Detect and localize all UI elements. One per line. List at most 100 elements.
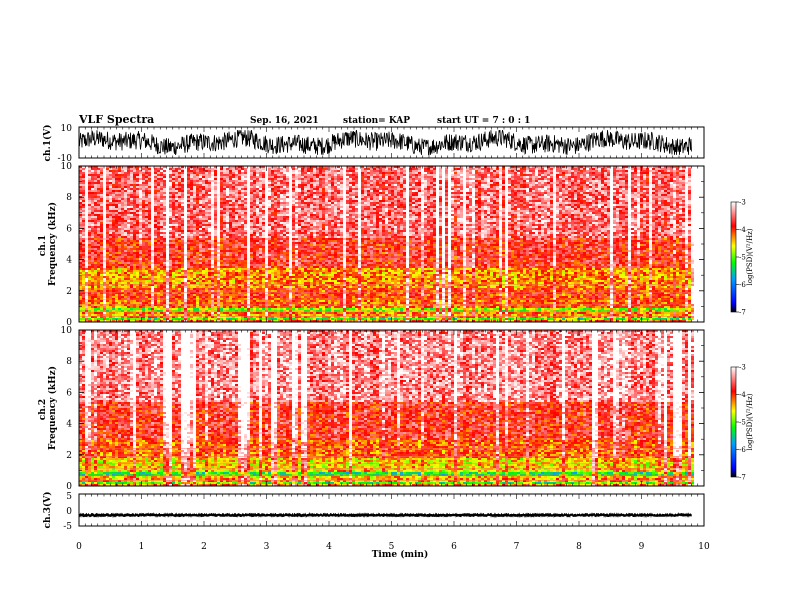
spectrogram-cell xyxy=(115,218,118,220)
spectrogram-cell xyxy=(160,230,163,232)
spectrogram-cell xyxy=(193,268,196,270)
spectrogram-cell xyxy=(193,202,196,204)
spectrogram-cell xyxy=(250,168,253,170)
spectrogram-cell xyxy=(202,238,205,240)
spectrogram-cell xyxy=(97,236,100,238)
spectrogram-cell xyxy=(247,216,250,218)
spectrogram-cell xyxy=(181,216,184,218)
spectrogram-cell xyxy=(190,264,193,266)
spectrogram-cell xyxy=(85,292,88,294)
spectrogram-cell xyxy=(94,200,97,202)
spectrogram-cell xyxy=(268,274,271,276)
spectrogram-cell xyxy=(112,248,115,250)
spectrogram-cell xyxy=(136,176,139,178)
spectrogram-cell xyxy=(157,250,160,252)
spectrogram-cell xyxy=(202,218,205,220)
spectrogram-cell xyxy=(148,200,151,202)
spectrogram-cell xyxy=(202,194,205,196)
spectrogram-cell xyxy=(118,220,121,222)
spectrogram-cell xyxy=(136,288,139,290)
spectrogram-cell xyxy=(244,222,247,224)
spectrogram-cell xyxy=(175,188,178,190)
spectrogram-cell xyxy=(217,176,220,178)
spectrogram-cell xyxy=(136,236,139,238)
spectrogram-cell xyxy=(202,208,205,210)
spectrogram-cell xyxy=(241,178,244,180)
spectrogram-cell xyxy=(196,300,199,302)
spectrogram-cell xyxy=(157,222,160,224)
spectrogram-cell xyxy=(262,188,265,190)
spectrogram-cell xyxy=(151,196,154,198)
spectrogram-cell xyxy=(259,202,262,204)
spectrogram-cell xyxy=(202,260,205,262)
spectrogram-cell xyxy=(112,252,115,254)
spectrogram-cell xyxy=(259,232,262,234)
spectrogram-cell xyxy=(115,172,118,174)
spectrogram-cell xyxy=(202,268,205,270)
spectrogram-cell xyxy=(226,314,229,316)
spectrogram-cell xyxy=(181,234,184,236)
spectrogram-cell xyxy=(265,282,268,284)
spectrogram-cell xyxy=(97,288,100,290)
spectrogram-cell xyxy=(139,312,142,314)
spectrogram-cell xyxy=(85,312,88,314)
spectrogram-cell xyxy=(154,210,157,212)
spectrogram-cell xyxy=(166,224,169,226)
spectrogram-cell xyxy=(151,214,154,216)
spectrogram-cell xyxy=(184,176,187,178)
spectrogram-cell xyxy=(199,244,202,246)
spectrogram-cell xyxy=(175,288,178,290)
spectrogram-cell xyxy=(199,262,202,264)
spectrogram-cell xyxy=(196,236,199,238)
spectrogram-cell xyxy=(103,220,106,222)
spectrogram-cell xyxy=(163,244,166,246)
spectrogram-cell xyxy=(238,292,241,294)
spectrogram-cell xyxy=(268,194,271,196)
spectrogram-cell xyxy=(211,320,214,322)
spectrogram-cell xyxy=(244,176,247,178)
spectrogram-cell xyxy=(253,242,256,244)
spectrogram-cell xyxy=(235,232,238,234)
spectrogram-cell xyxy=(133,252,136,254)
spectrogram-cell xyxy=(103,186,106,188)
spectrogram-cell xyxy=(85,216,88,218)
spectrogram-cell xyxy=(262,320,265,322)
spectrogram-cell xyxy=(187,228,190,230)
spectrogram-cell xyxy=(238,210,241,212)
spectrogram-cell xyxy=(154,250,157,252)
spectrogram-cell xyxy=(79,176,82,178)
spectrogram-cell xyxy=(265,216,268,218)
ch1-spectrogram-image xyxy=(79,166,694,322)
spectrogram-cell xyxy=(205,296,208,298)
spectrogram-cell xyxy=(217,294,220,296)
spectrogram-cell xyxy=(115,272,118,274)
spectrogram-cell xyxy=(172,270,175,272)
spectrogram-cell xyxy=(244,292,247,294)
spectrogram-cell xyxy=(97,264,100,266)
spectrogram-cell xyxy=(187,318,190,320)
spectrogram-cell xyxy=(97,256,100,258)
spectrogram-cell xyxy=(247,218,250,220)
spectrogram-cell xyxy=(247,214,250,216)
spectrogram-cell xyxy=(127,170,130,172)
spectrogram-cell xyxy=(214,292,217,294)
spectrogram-cell xyxy=(160,238,163,240)
spectrogram-cell xyxy=(226,174,229,176)
spectrogram-cell xyxy=(118,204,121,206)
spectrogram-cell xyxy=(232,266,235,268)
spectrogram-cell xyxy=(133,284,136,286)
spectrogram-cell xyxy=(262,182,265,184)
spectrogram-cell xyxy=(172,246,175,248)
spectrogram-cell xyxy=(178,190,181,192)
spectrogram-cell xyxy=(172,202,175,204)
spectrogram-cell xyxy=(109,196,112,198)
spectrogram-cell xyxy=(241,300,244,302)
spectrogram-cell xyxy=(175,226,178,228)
spectrogram-cell xyxy=(142,192,145,194)
spectrogram-cell xyxy=(127,234,130,236)
spectrogram-cell xyxy=(205,280,208,282)
spectrogram-cell xyxy=(121,202,124,204)
spectrogram-cell xyxy=(247,252,250,254)
spectrogram-cell xyxy=(262,280,265,282)
spectrogram-cell xyxy=(226,282,229,284)
